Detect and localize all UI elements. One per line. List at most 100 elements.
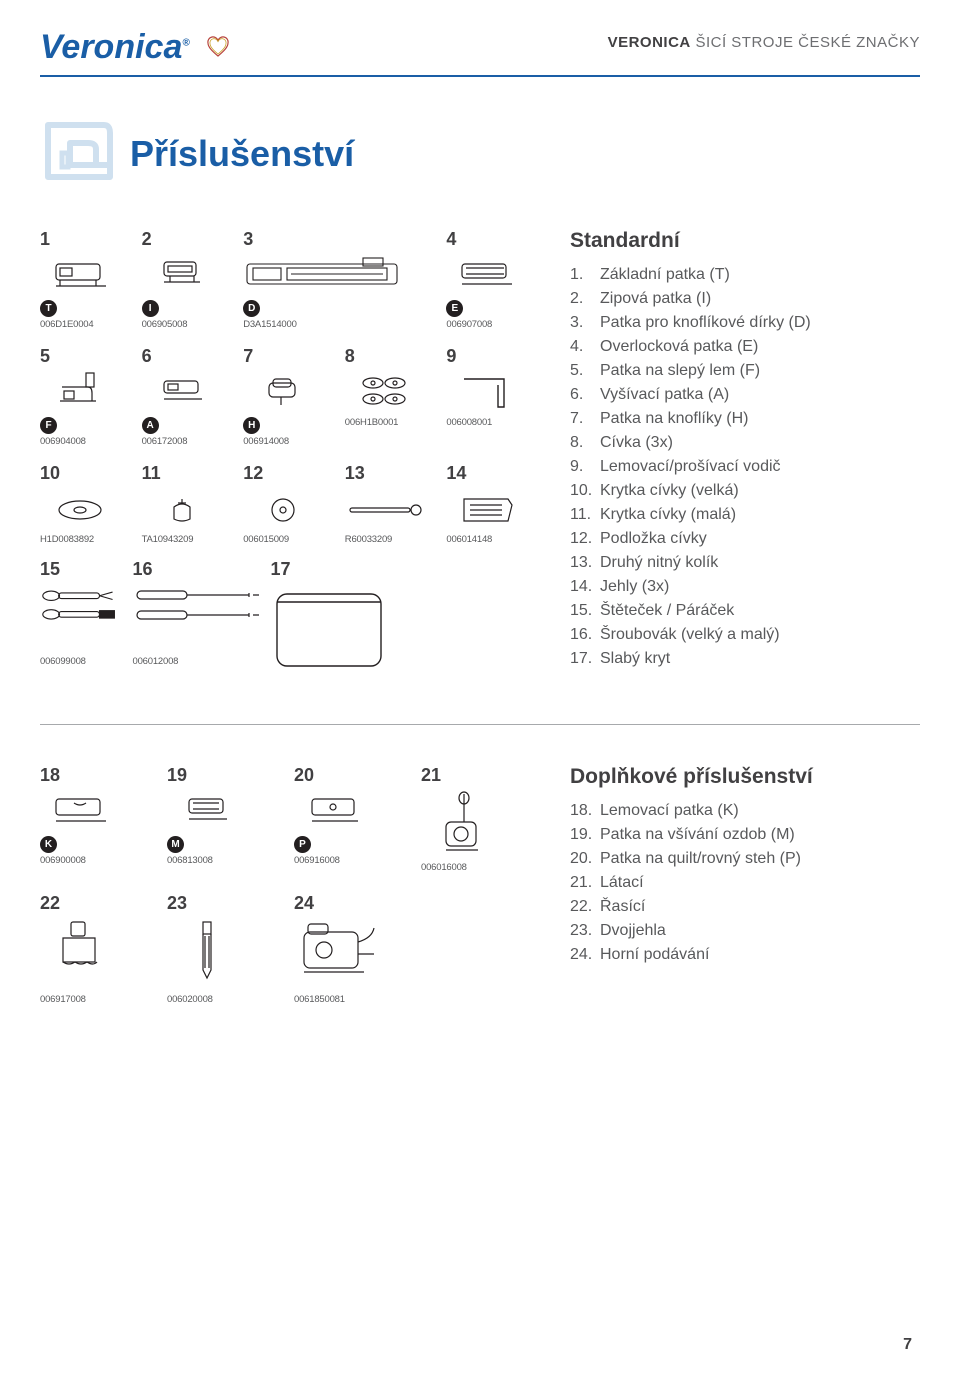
part-code: 006907008 bbox=[446, 319, 492, 330]
item-9: 9 006008001 bbox=[446, 346, 540, 447]
item-2: 2 I 006905008 bbox=[142, 229, 236, 330]
part-code: 006H1B0001 bbox=[345, 417, 398, 428]
part-code: 006916008 bbox=[294, 855, 340, 866]
item-20: 20 P 006916008 bbox=[294, 765, 413, 873]
list-item-text: Lemovací patka (K) bbox=[600, 799, 739, 823]
item-24: 24 0061850081 bbox=[294, 893, 413, 1005]
item-21: 21 006016008 bbox=[421, 765, 540, 873]
list-item-number: 8. bbox=[570, 431, 600, 455]
badge-i: I bbox=[142, 300, 159, 317]
list-item-text: Krytka cívky (velká) bbox=[600, 479, 739, 503]
presser-foot-icon bbox=[294, 790, 374, 834]
list-item-number: 2. bbox=[570, 287, 600, 311]
list-item-text: Cívka (3x) bbox=[600, 431, 673, 455]
badge-d: D bbox=[243, 300, 260, 317]
list-item: 8.Cívka (3x) bbox=[570, 431, 920, 455]
list-item: 6.Vyšívací patka (A) bbox=[570, 383, 920, 407]
item-7: 7 H 006914008 bbox=[243, 346, 337, 447]
list-item-number: 10. bbox=[570, 479, 600, 503]
darning-foot-icon bbox=[421, 790, 501, 860]
part-code: TA10943209 bbox=[142, 534, 194, 545]
badge-p: P bbox=[294, 836, 311, 853]
list-item-text: Podložka cívky bbox=[600, 527, 707, 551]
list-item: 13.Druhý nitný kolík bbox=[570, 551, 920, 575]
badge-h: H bbox=[243, 417, 260, 434]
part-code: 006917008 bbox=[40, 994, 86, 1005]
spool-cap-large-icon bbox=[40, 488, 120, 532]
bobbins-icon bbox=[345, 371, 425, 415]
part-code: 006904008 bbox=[40, 436, 86, 447]
list-item-number: 16. bbox=[570, 623, 600, 647]
list-item: 5.Patka na slepý lem (F) bbox=[570, 359, 920, 383]
presser-foot-icon bbox=[40, 371, 120, 415]
screwdrivers-icon bbox=[133, 584, 263, 628]
list-item-text: Štěteček / Páráček bbox=[600, 599, 734, 623]
badge-t: T bbox=[40, 300, 57, 317]
list-item: 23.Dvojjehla bbox=[570, 919, 920, 943]
badge-m: M bbox=[167, 836, 184, 853]
part-code: 006172008 bbox=[142, 436, 188, 447]
list-item-number: 15. bbox=[570, 599, 600, 623]
list-item-text: Krytka cívky (malá) bbox=[600, 503, 736, 527]
list-item-text: Patka na všívání ozdob (M) bbox=[600, 823, 795, 847]
twin-needle-icon bbox=[167, 918, 247, 982]
item-19: 19 M 006813008 bbox=[167, 765, 286, 873]
sewing-machine-icon bbox=[40, 115, 118, 193]
badge-e: E bbox=[446, 300, 463, 317]
list-item: 24.Horní podávání bbox=[570, 943, 920, 967]
part-code: R60033209 bbox=[345, 534, 392, 545]
list-item: 19.Patka na všívání ozdob (M) bbox=[570, 823, 920, 847]
registered-icon: ® bbox=[182, 38, 189, 49]
list-item: 1.Základní patka (T) bbox=[570, 263, 920, 287]
list-item: 11.Krytka cívky (malá) bbox=[570, 503, 920, 527]
list-item-number: 22. bbox=[570, 895, 600, 919]
presser-foot-icon bbox=[167, 790, 247, 834]
list-item-text: Základní patka (T) bbox=[600, 263, 730, 287]
list-item-text: Vyšívací patka (A) bbox=[600, 383, 729, 407]
list-item: 4.Overlocková patka (E) bbox=[570, 335, 920, 359]
list-item-text: Látací bbox=[600, 871, 644, 895]
item-5: 5 F 006904008 bbox=[40, 346, 134, 447]
page-number: 7 bbox=[903, 1336, 912, 1354]
list-item-text: Patka na quilt/rovný steh (P) bbox=[600, 847, 801, 871]
list-item-number: 24. bbox=[570, 943, 600, 967]
header-rule bbox=[40, 75, 920, 77]
list-item-number: 7. bbox=[570, 407, 600, 431]
list-item: 18.Lemovací patka (K) bbox=[570, 799, 920, 823]
logo-text: Veronica bbox=[40, 28, 182, 66]
list-item-number: 9. bbox=[570, 455, 600, 479]
item-3: 3 D D3A1514000 bbox=[243, 229, 438, 330]
part-code: D3A1514000 bbox=[243, 319, 296, 330]
presser-foot-icon bbox=[40, 254, 120, 298]
standard-title: Standardní bbox=[570, 229, 920, 253]
item-10: 10 H1D0083892 bbox=[40, 463, 134, 545]
part-code: 006014148 bbox=[446, 534, 492, 545]
list-item-number: 12. bbox=[570, 527, 600, 551]
cover-icon bbox=[271, 584, 391, 674]
part-code: 006012008 bbox=[133, 656, 179, 667]
item-18: 18 K 006900008 bbox=[40, 765, 159, 873]
buttonhole-foot-icon bbox=[243, 254, 403, 298]
part-code: 006099008 bbox=[40, 656, 86, 667]
page-header: Veronica® VERONICA ŠICÍ STROJE ČESKÉ ZNA… bbox=[40, 28, 920, 67]
part-code: 006016008 bbox=[421, 862, 467, 873]
heart-icon bbox=[205, 36, 231, 60]
list-item-number: 6. bbox=[570, 383, 600, 407]
standard-list: 1.Základní patka (T)2.Zipová patka (I)3.… bbox=[570, 263, 920, 671]
list-item-number: 23. bbox=[570, 919, 600, 943]
list-item: 9.Lemovací/prošívací vodič bbox=[570, 455, 920, 479]
part-code: 006900008 bbox=[40, 855, 86, 866]
part-code: 006D1E0004 bbox=[40, 319, 93, 330]
list-item: 22.Řasící bbox=[570, 895, 920, 919]
list-item: 3.Patka pro knoflíkové dírky (D) bbox=[570, 311, 920, 335]
optional-list: 18.Lemovací patka (K)19.Patka na všívání… bbox=[570, 799, 920, 967]
presser-foot-icon bbox=[142, 254, 222, 298]
guide-icon bbox=[446, 371, 526, 415]
item-16: 16 006012008 bbox=[133, 559, 263, 674]
page-title: Příslušenství bbox=[130, 133, 354, 175]
list-item-number: 11. bbox=[570, 503, 600, 527]
section-divider bbox=[40, 724, 920, 725]
list-item-text: Řasící bbox=[600, 895, 645, 919]
part-code: 006008001 bbox=[446, 417, 492, 428]
list-item-number: 14. bbox=[570, 575, 600, 599]
